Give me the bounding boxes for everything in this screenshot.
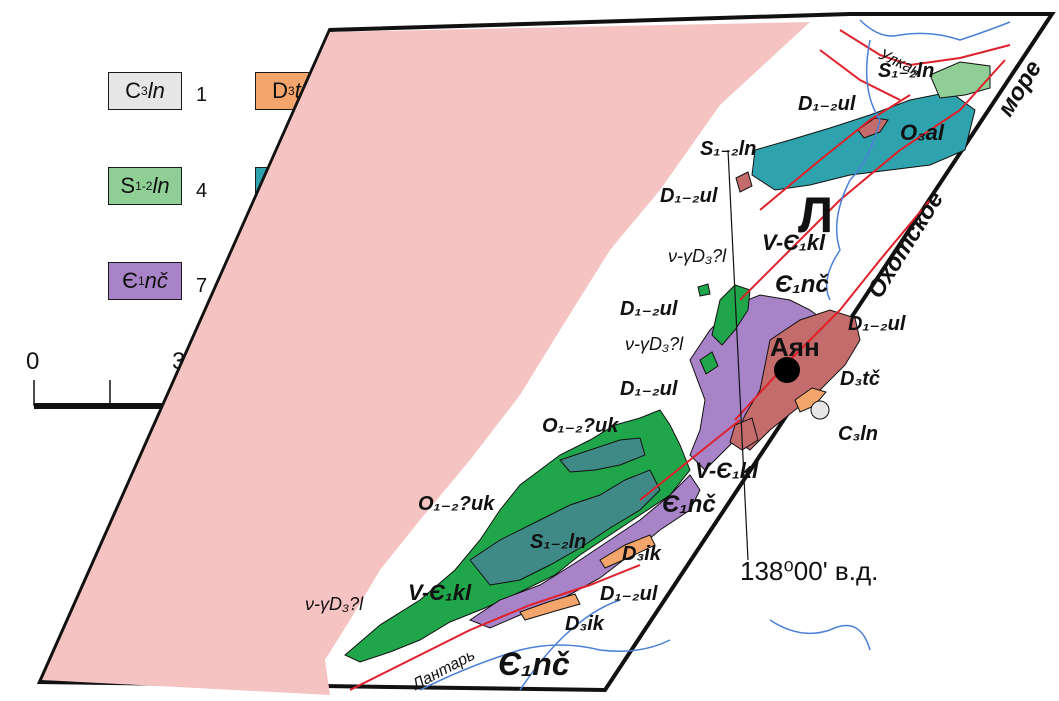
unit-label: O₁₋₂?uk [542, 415, 619, 437]
d12ul-lens-top [857, 117, 889, 139]
d3ik-strip-2 [519, 593, 581, 621]
town-marker-ayan [774, 357, 800, 383]
unit-label: D₃tč [840, 368, 880, 390]
unit-label: D₁₋₂ul [600, 583, 658, 605]
label-region-l: Л [798, 187, 833, 243]
d3ik-strip-1 [599, 534, 656, 569]
unit-label: S₁₋₂ln [530, 531, 586, 553]
legend-number: 4 [196, 180, 208, 202]
o12uk-patch [469, 469, 661, 586]
longitude-line [727, 149, 749, 561]
unit-label: D₁₋₂ul [620, 378, 678, 400]
intrusive-body-small [699, 351, 719, 375]
label-longitude: 138⁰00' в.д. [740, 556, 878, 586]
unit-label: Є₁nč [662, 491, 716, 518]
unit-label: D₁₋₂ul [848, 313, 906, 335]
unit-label: ν-γD₃?l [668, 246, 727, 266]
unit-label: ν-γD₃?l [305, 594, 364, 614]
unit-label: V-Є₁kl [408, 580, 472, 605]
legend-number: 7 [196, 275, 208, 297]
unit-label: O₁₋₂?uk [418, 493, 495, 515]
unit-label: Є₁nč [775, 271, 829, 298]
s12ln-body [929, 61, 991, 99]
d12ul-body-small [729, 417, 759, 451]
o12uk-patch-2 [559, 437, 646, 473]
unit-labels: S₁₋₂ln D₁₋₂ul O₃al S₁₋₂ln D₁₋₂ul ν-γD₃?l… [305, 60, 945, 682]
d3tc-strip [794, 387, 827, 413]
d12ul-lens-mid [735, 171, 753, 193]
pink-field [42, 22, 810, 695]
rivers [419, 19, 1011, 691]
scale-tick-0: 0 [26, 348, 40, 375]
unit-label: V-Є₁kl [695, 458, 759, 483]
unit-label: D₁₋₂ul [620, 298, 678, 320]
unit-label: Є₁nč [498, 646, 570, 682]
unit-label: V-Є₁kl [762, 230, 826, 255]
legend-number: 1 [196, 84, 208, 106]
faults [349, 29, 1011, 691]
unit-label: C₃ln [838, 423, 878, 445]
legend-swatch-c3ln: C 3 ln [108, 72, 182, 110]
unit-label: D₁₋₂ul [660, 185, 718, 207]
legend-swatch-s12ln: S 1-2 ln [108, 167, 182, 205]
unit-label: S₁₋₂ln [700, 138, 756, 160]
intrusive-body-dot [697, 283, 711, 297]
unit-label: D₁₋₂ul [798, 93, 856, 115]
unit-label: S₁₋₂ln [878, 60, 934, 82]
unit-label: D₃ik [622, 543, 662, 565]
unit-label: O₃al [900, 120, 945, 145]
unit-label: D₃ik [565, 613, 605, 635]
unit-label: ν-γD₃?l [625, 334, 684, 354]
label-town-ayan: Аян [770, 332, 820, 362]
c3ln-spot [810, 400, 830, 420]
legend-swatch-e1nc: Є 1 nč [108, 262, 182, 300]
